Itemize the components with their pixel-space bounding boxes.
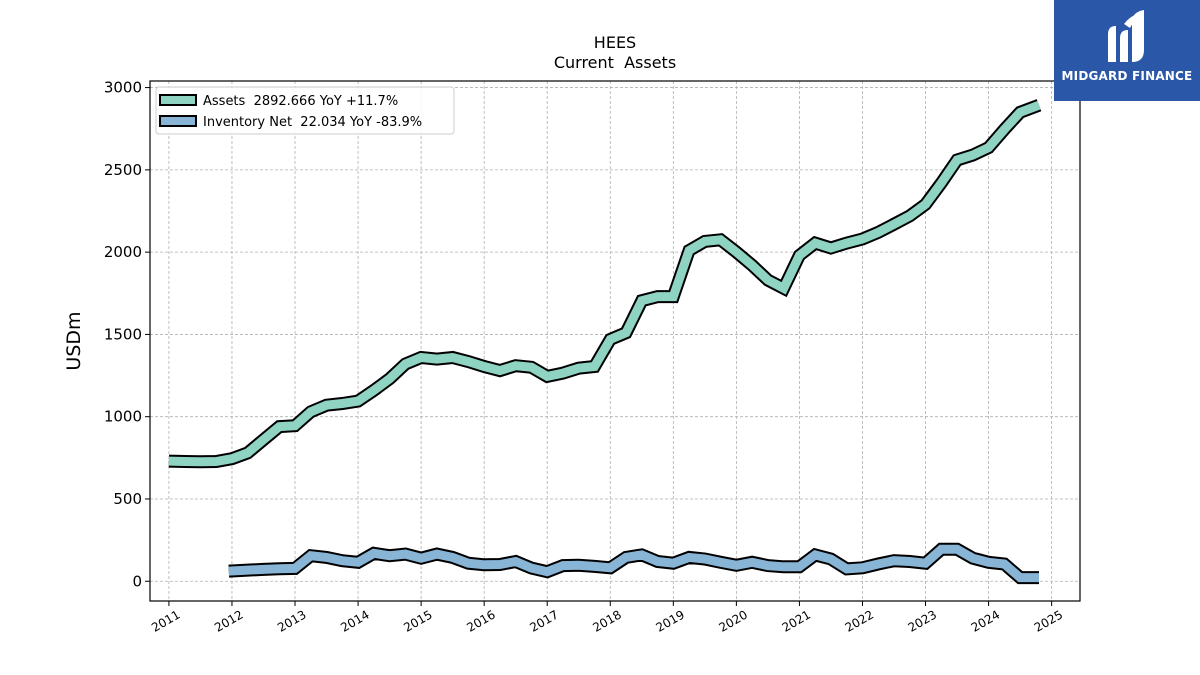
legend-box <box>155 86 455 135</box>
x-tick-label: 2014 <box>338 607 371 634</box>
midgard-logo-icon <box>1108 10 1144 62</box>
series-line-2 <box>228 544 1039 583</box>
x-tick-label: 2022 <box>843 607 876 634</box>
y-tick-label: 1500 <box>104 325 142 343</box>
x-tick-label: 2017 <box>527 607 560 634</box>
plot-frame <box>149 80 1081 602</box>
x-tick-label: 2012 <box>212 607 245 634</box>
series-outline-1 <box>168 99 1042 469</box>
y-tick-label: 3000 <box>104 79 142 97</box>
x-tick-label: 2018 <box>590 607 623 634</box>
legend-label-1: Assets 2892.666 YoY +11.7% <box>203 94 398 109</box>
brand-name: MIDGARD FINANCE <box>1061 69 1193 83</box>
x-tick-label: 2020 <box>717 607 750 634</box>
legend-swatch-1 <box>159 94 197 106</box>
x-tick-label: 2023 <box>906 607 939 634</box>
legend-label-2: Inventory Net 22.034 YoY -83.9% <box>203 115 422 130</box>
brand-logo: MIDGARD FINANCE <box>1054 0 1200 101</box>
chart-subtitle: Current Assets <box>554 53 676 72</box>
x-tick-label: 2019 <box>653 607 686 634</box>
y-tick-label: 2000 <box>104 243 142 261</box>
y-tick-label: 0 <box>132 572 142 590</box>
legend-swatch-2 <box>159 115 197 127</box>
chart-title: HEES <box>594 33 636 52</box>
x-tick-label: 2013 <box>275 607 308 634</box>
y-tick-label: 500 <box>113 490 142 508</box>
x-tick-label: 2015 <box>401 607 434 634</box>
x-tick-label: 2011 <box>149 607 182 634</box>
plot-area: 0 500 1000 1500 2000 2500 3000 2011 2012 2013 2014… <box>104 79 1081 635</box>
y-tick-label: 2500 <box>104 161 142 179</box>
series-line-1 <box>168 100 1041 467</box>
x-tick-label: 2024 <box>969 607 1002 634</box>
x-tick-label: 2016 <box>464 607 497 634</box>
y-tick-label: 1000 <box>104 408 142 426</box>
y-axis-label: USDm <box>63 311 85 370</box>
x-tick-label: 2025 <box>1032 607 1065 634</box>
x-tick-label: 2021 <box>780 607 813 634</box>
